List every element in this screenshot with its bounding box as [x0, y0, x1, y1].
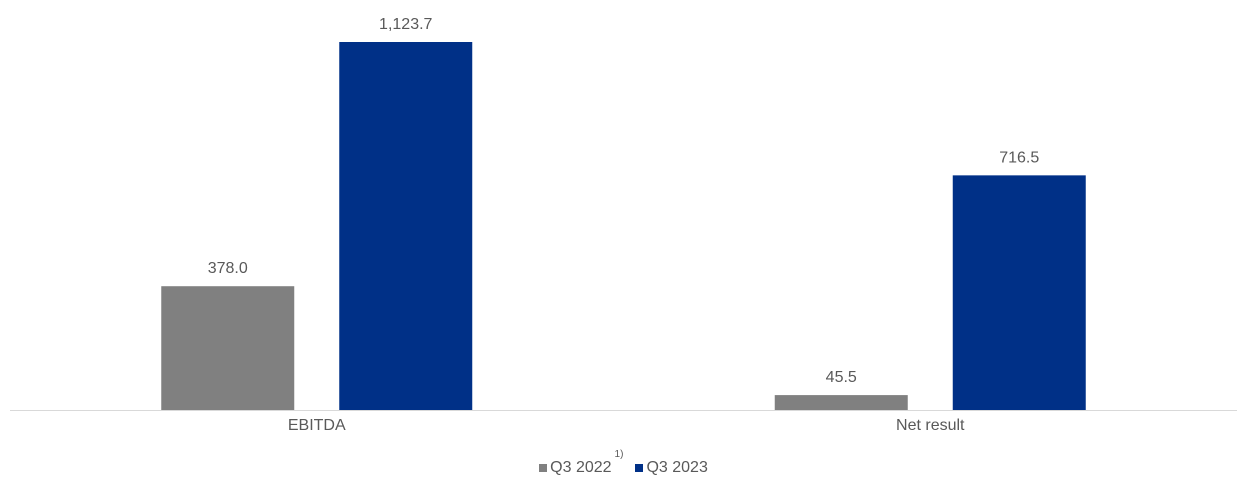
x-tick-label-ebitda: EBITDA	[288, 417, 346, 434]
legend-label-q3-2023: Q3 2023	[646, 459, 708, 476]
data-label-q3-2022-net-result: 45.5	[826, 369, 857, 386]
bar-q3-2023-net-result	[952, 175, 1086, 410]
legend-swatch-q3-2023	[635, 464, 644, 472]
legend-swatch-q3-2022	[539, 464, 548, 472]
data-label-q3-2023-net-result: 716.5	[999, 149, 1039, 166]
legend: Q3 2022 1) Q3 2023	[0, 449, 1247, 478]
data-label-q3-2023-ebitda: 1,123.7	[379, 16, 432, 33]
legend-footnote-marker: 1)	[614, 448, 624, 460]
bar-q3-2022-net-result	[774, 395, 908, 410]
data-label-q3-2022-ebitda: 378.0	[208, 260, 248, 277]
x-tick-labels: EBITDA Net result	[288, 417, 965, 434]
data-labels-layer: 378.0 1,123.7 45.5 716.5	[208, 16, 1040, 386]
bars-layer	[161, 42, 1086, 410]
legend-label-q3-2022: Q3 2022	[550, 459, 612, 476]
legend-item-q3-2022: Q3 2022 1)	[539, 449, 631, 478]
bar-q3-2022-ebitda	[161, 286, 295, 410]
bar-q3-2023-ebitda	[339, 42, 473, 410]
x-tick-label-net-result: Net result	[896, 417, 965, 434]
legend-item-q3-2023: Q3 2023	[635, 458, 708, 478]
